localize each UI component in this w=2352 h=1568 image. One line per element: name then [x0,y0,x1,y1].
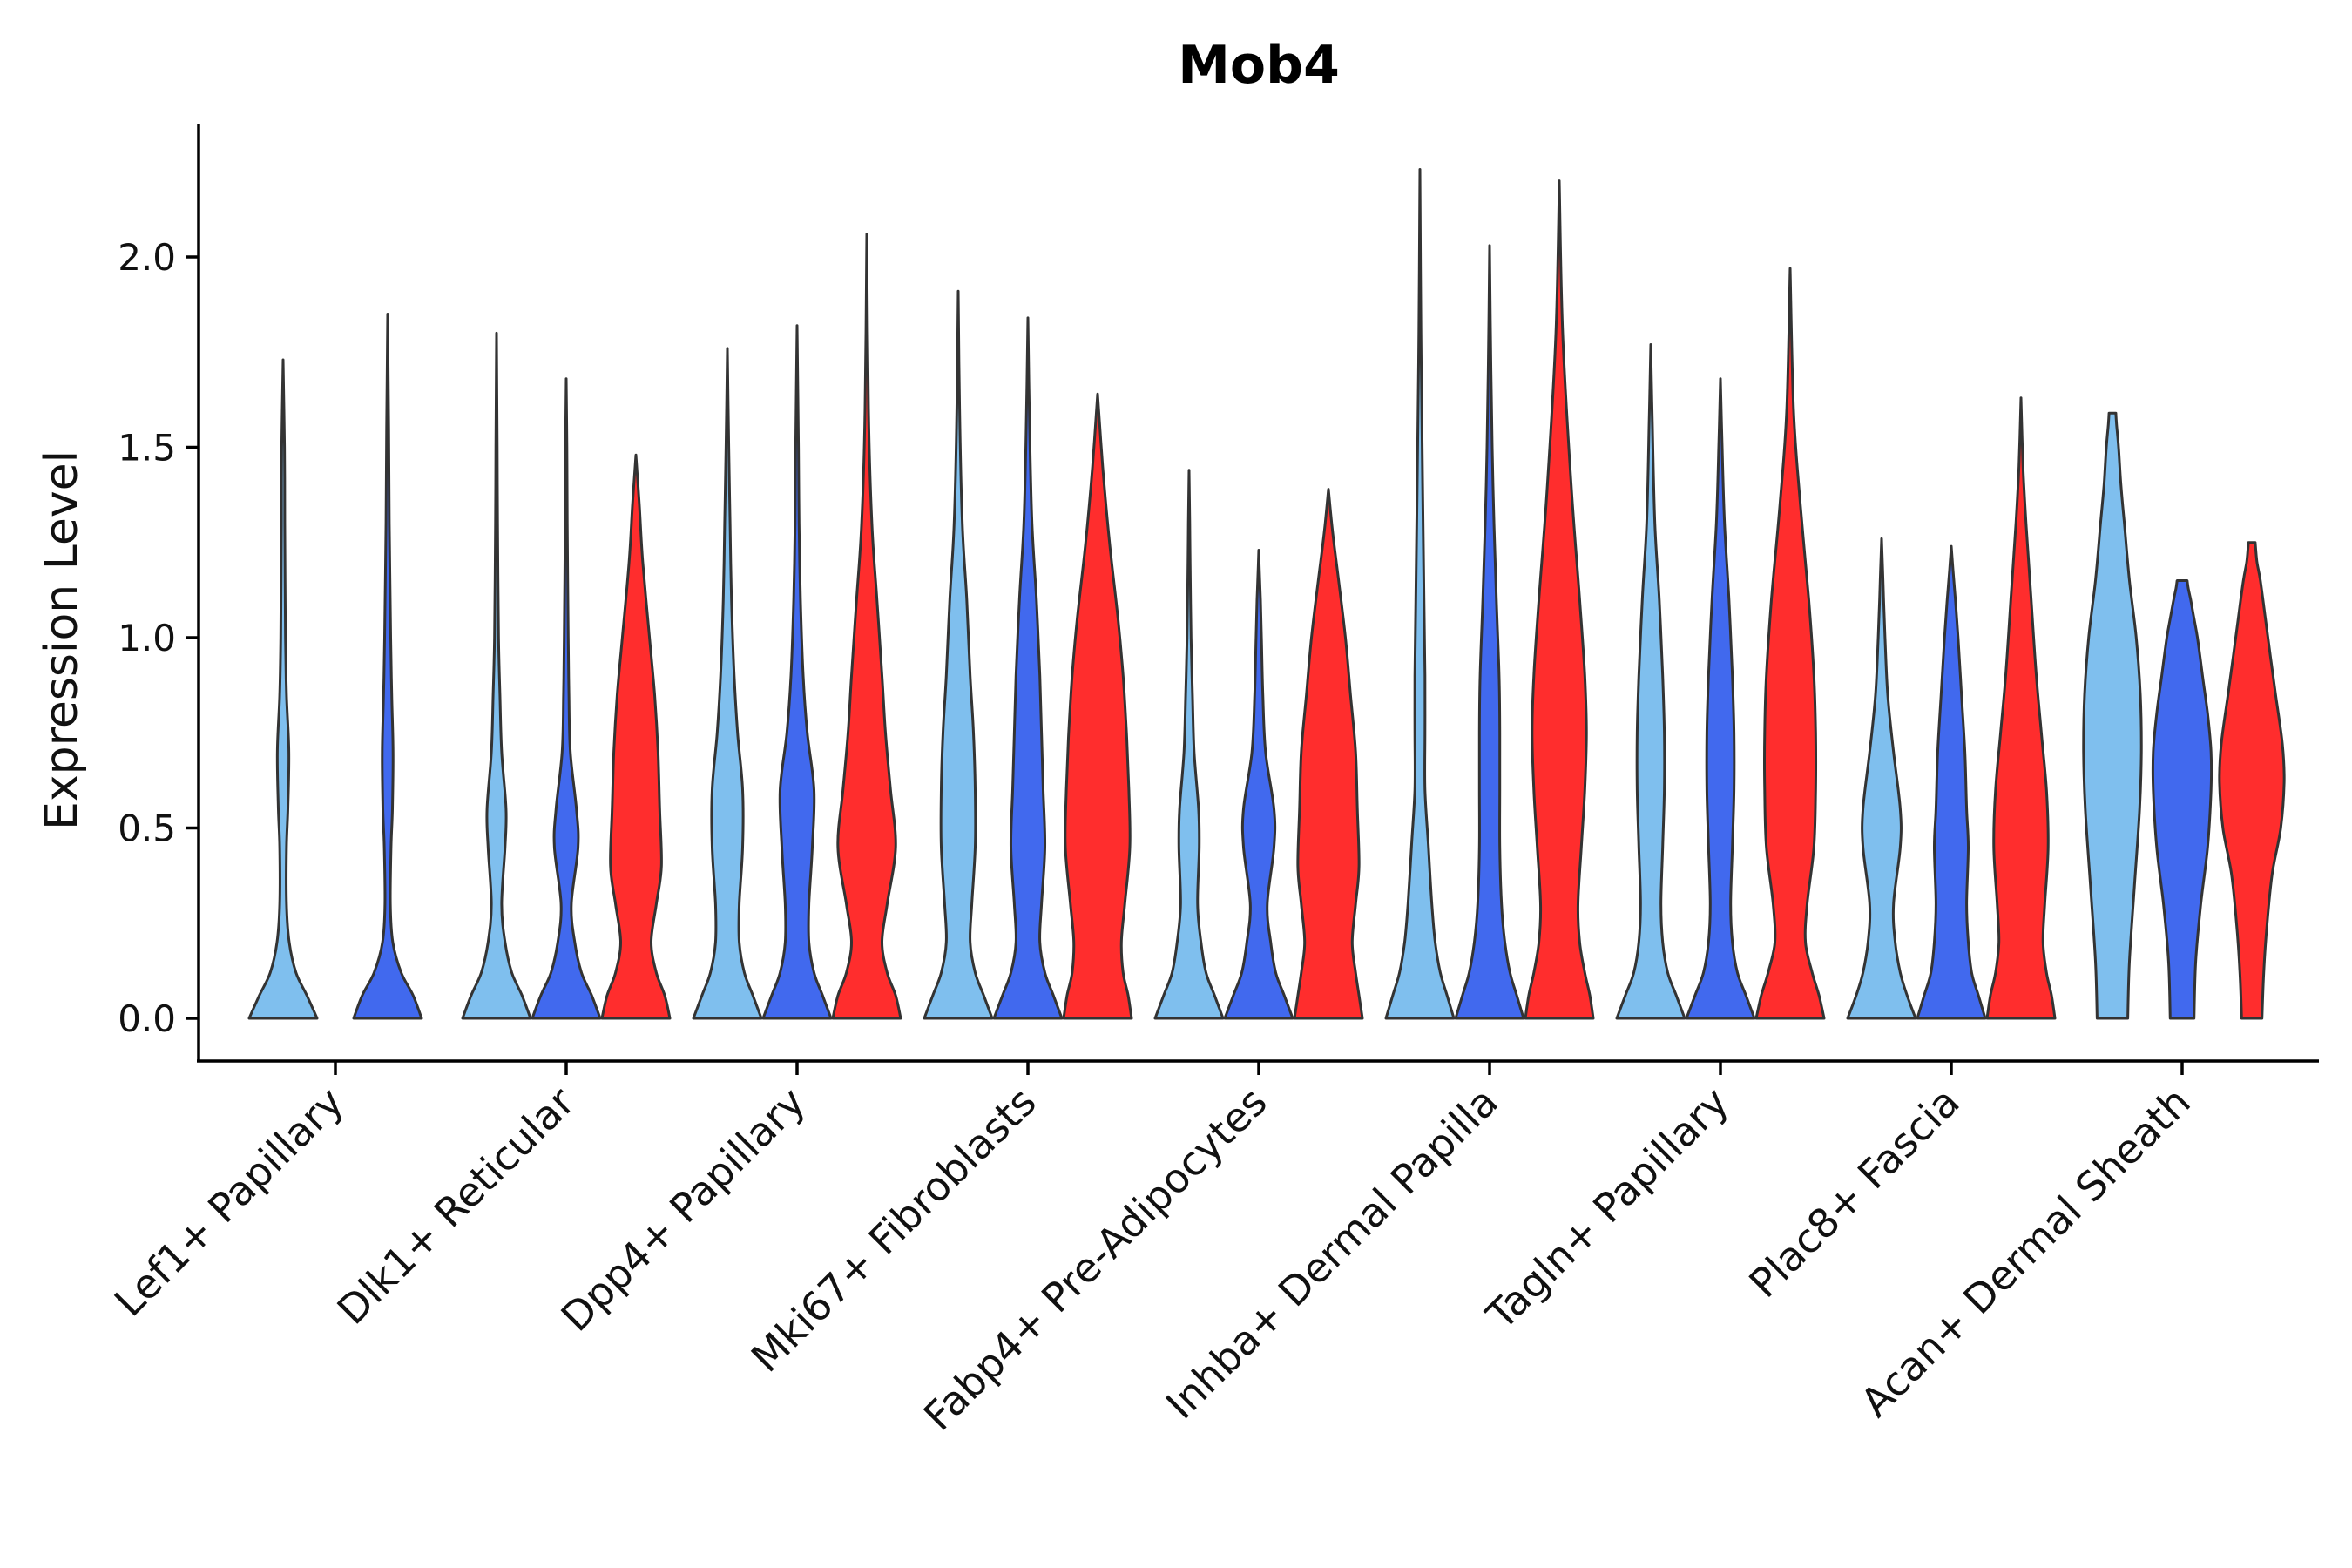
violin-8-3 [1985,396,2057,1020]
violin-7-1 [1615,343,1686,1020]
violins-layer [247,168,2286,1020]
y-tick-label: 0.5 [118,808,176,850]
violin-7-2 [1685,377,1756,1020]
violin-1-1 [247,358,319,1020]
violin-4-2 [992,316,1064,1020]
y-axis: 0.0 0.5 1.0 1.5 2.0 [118,124,200,1061]
violin-8-2 [1916,544,1987,1020]
violin-9-3 [2218,541,2286,1020]
violin-7-3 [1754,267,1826,1020]
violin-5-2 [1223,549,1294,1020]
violin-1-2 [352,313,423,1020]
violin-5-3 [1293,488,1364,1020]
y-tick-label: 1.0 [118,617,176,659]
violin-9-1 [2082,411,2143,1020]
y-tick-label: 1.5 [118,427,176,470]
violin-6-1 [1384,168,1456,1020]
violin-8-1 [1846,537,1917,1020]
y-tick-label: 0.0 [118,997,176,1040]
chart-title: Mob4 [1178,35,1340,96]
x-tick-label: Lef1+ Papillary [105,1078,353,1326]
y-axis-label: Expression Level [36,450,88,830]
violin-5-1 [1153,469,1225,1020]
x-tick-label: Dpp4+ Papillary [552,1078,814,1341]
violin-4-3 [1062,392,1133,1020]
violin-2-1 [461,331,532,1020]
x-tick-label: Tagln+ Papillary [1477,1078,1738,1340]
violin-3-1 [692,347,763,1020]
violin-3-3 [831,233,902,1020]
violin-2-2 [531,377,602,1020]
violin-3-2 [761,324,833,1020]
y-tick-label: 2.0 [118,236,176,279]
violin-6-2 [1454,244,1525,1020]
violin-2-3 [600,453,672,1020]
violin-4-1 [923,289,994,1020]
x-tick-label: Plac8+ Fascia [1740,1078,1968,1307]
violin-6-3 [1524,179,1595,1020]
x-tick-label: Dlk1+ Reticular [328,1078,584,1334]
violin-9-2 [2151,579,2213,1020]
